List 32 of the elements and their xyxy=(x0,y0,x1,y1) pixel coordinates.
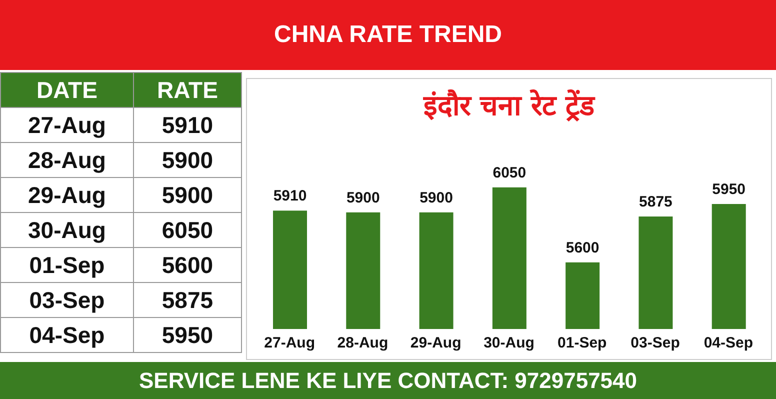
data-label: 5910 xyxy=(133,108,242,142)
category-label: 29-Aug xyxy=(0,178,134,212)
text: SERVICE LENE KE LIYE CONTACT: 9729757540 xyxy=(138,368,638,394)
x-tick-label: 29-Aug xyxy=(410,334,462,352)
category-label: 28-Aug xyxy=(0,142,134,178)
data-label: 5900 xyxy=(133,178,242,212)
data-label: 5600 xyxy=(133,248,242,282)
x-tick-label: 28-Aug xyxy=(337,334,388,352)
x-tick-label: 27-Aug xyxy=(264,334,315,352)
category-label: 27-Aug xyxy=(0,108,134,142)
x-tick-label: 30-Aug xyxy=(484,334,534,352)
data-label: 5900 xyxy=(346,189,380,206)
data-label: 5900 xyxy=(420,189,453,206)
data-label: 5950 xyxy=(712,181,746,198)
data-label: 5875 xyxy=(639,194,672,210)
category-label: 03-Sep xyxy=(0,282,134,318)
category-label: 01-Sep xyxy=(0,248,134,282)
data-label: 5950 xyxy=(133,318,242,352)
x-tick-label: 01-Sep xyxy=(558,334,607,352)
data-label: 5900 xyxy=(133,142,242,178)
category-label: 30-Aug xyxy=(0,212,134,248)
data-label: 6050 xyxy=(133,212,242,248)
x-tick-label: 03-Sep xyxy=(630,334,680,352)
text: CHNA RATE TREND xyxy=(0,0,776,70)
x-tick-label: 04-Sep xyxy=(704,334,754,352)
text: RATE xyxy=(133,72,242,108)
text: DATE xyxy=(0,72,134,108)
data-label: 6050 xyxy=(492,164,526,182)
chart-subtitle: इंदौर चना रेट ट्रेंड xyxy=(422,88,596,123)
data-label: 5910 xyxy=(273,188,307,205)
data-label: 5875 xyxy=(133,282,242,318)
data-label: 5600 xyxy=(566,239,600,256)
